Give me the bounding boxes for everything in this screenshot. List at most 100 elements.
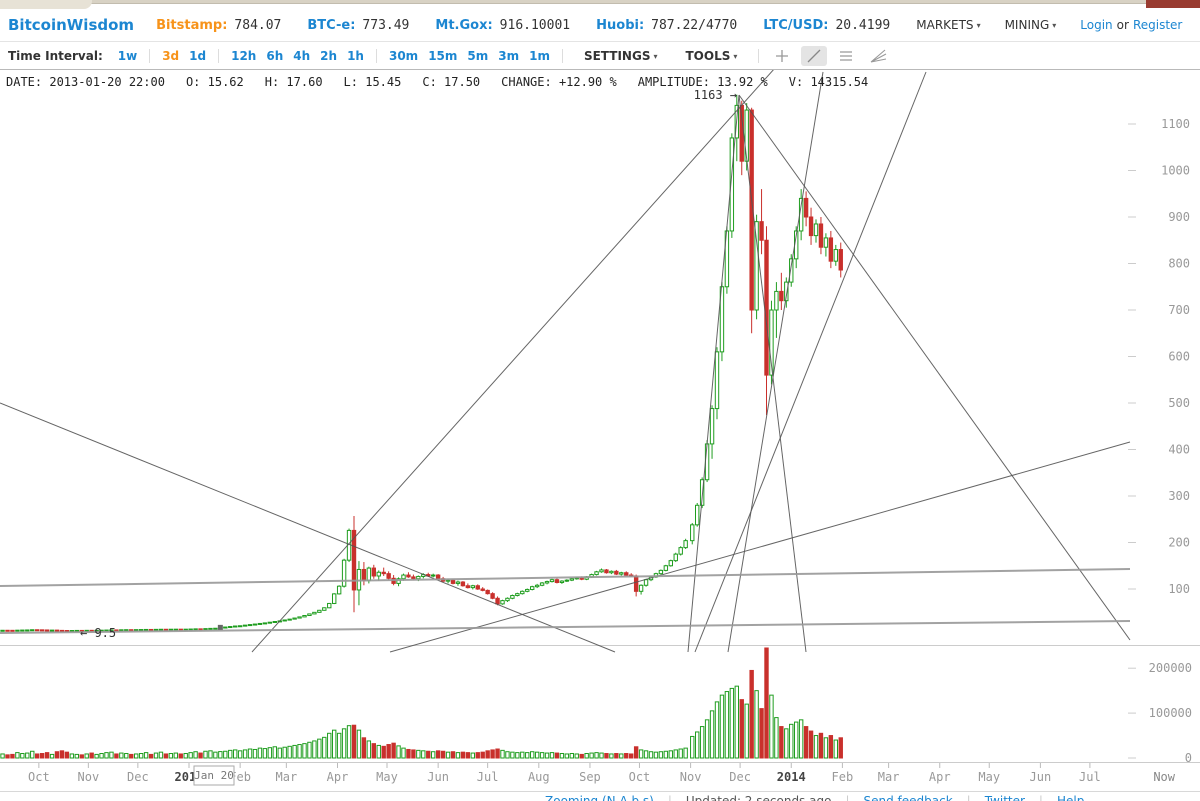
candle-body [213,627,218,630]
volume-bar [653,751,659,759]
volume-bar [704,719,710,759]
volume-bar [544,752,550,759]
browser-chrome-strip [0,0,1200,9]
trend-line[interactable] [727,71,824,653]
volume-bar [129,753,134,759]
volume-bar [500,749,505,759]
candle-body [470,585,476,589]
trend-line[interactable] [738,94,1131,641]
volume-bar [0,753,5,759]
toolbar-menus: SETTINGS ▾ TOOLS ▾ [570,49,751,63]
footer-link[interactable]: Twitter [984,794,1025,801]
volume-bar [257,747,263,759]
register-link[interactable]: Register [1132,18,1183,32]
ticker-mtgox: Mt.Gox: 916.10001 [435,18,570,33]
trend-line[interactable] [694,71,927,653]
interval-3m[interactable]: 3m [498,48,520,63]
volume-bar [183,753,188,759]
login-link[interactable]: Login [1080,18,1113,32]
chart-area[interactable]: DATE: 2013-01-20 22:00 O: 15.62 H: 17.60 L:… [0,70,1200,791]
menu-settings[interactable]: SETTINGS ▾ [583,48,658,63]
ohlc-info-item: DATE: 2013-01-20 22:00 [6,75,165,89]
interval-3d[interactable]: 3d [162,48,180,63]
candle-body [134,629,139,632]
volume-bar [203,750,208,759]
month-label: Feb [229,770,251,784]
interval-4h[interactable]: 4h [293,48,311,63]
price-tick-label: 400 [1168,443,1190,457]
interval-30m[interactable]: 30m [388,48,419,63]
candle-body [35,629,40,632]
interval-15m[interactable]: 15m [428,48,458,63]
menu-markets[interactable]: MARKETS ▾ [916,18,981,32]
footer-links: Zooming (N,A,b,s) | Updated: 2 seconds ago… [545,794,1084,801]
candle-body [371,567,377,577]
crosshair-icon[interactable] [769,46,795,66]
volume-bar [237,750,243,759]
fan-lines-icon[interactable] [865,46,891,66]
trend-line[interactable] [0,620,1131,634]
interval-5m[interactable]: 5m [467,48,489,63]
ticker-ltcusd: LTC/USD: 20.4199 [763,18,890,33]
month-label: Dec [127,770,149,784]
volume-bar [228,749,233,759]
menu-mining[interactable]: MINING ▾ [1004,18,1057,32]
footer-bar: Zooming (N,A,b,s) | Updated: 2 seconds ago… [0,791,1200,801]
header-menus: MARKETS ▾ MINING ▾ [916,18,1080,32]
volume-bar [559,753,565,759]
interval-1d[interactable]: 1d [189,48,207,63]
interval-2h[interactable]: 2h [320,48,338,63]
footer-link[interactable]: Help [1056,794,1085,801]
toolbar-divider [218,48,220,63]
brand-logo[interactable]: BitcoinWisdom [8,16,135,34]
interval-6h[interactable]: 6h [266,48,284,63]
price-axis: 100 200 300 400 500 600 700 800 900 1000 1100 0 1000… [1128,117,1192,765]
candle-body [54,629,60,632]
month-label: Apr [327,770,349,784]
candle-body [539,582,545,586]
menu-tools[interactable]: TOOLS ▾ [685,48,738,63]
trend-line[interactable] [251,70,775,653]
candle-body [475,585,480,590]
interval-12h[interactable]: 12h [231,48,257,63]
ticker-label: Bitstamp: [156,17,228,33]
candle-body [208,627,213,630]
footer-divider: | [667,794,672,801]
volume-bar [287,745,292,759]
volume-bar [599,752,604,759]
month-label: May [376,770,398,784]
candle-body [744,109,749,162]
volume-bar [272,746,278,759]
trend-line[interactable] [0,402,616,653]
volume-bar [455,752,461,759]
volume-bar [520,751,525,759]
footer-link[interactable]: Zooming (N,A,b,s) [545,794,654,801]
trendline-icon[interactable] [801,45,828,66]
volume-bar [173,752,179,759]
candlestick-chart[interactable]: 100 200 300 400 500 600 700 800 900 1000 1100 0 1000… [0,70,1200,791]
interval-1h[interactable]: 1h [347,48,364,63]
volume-bar [277,747,282,759]
trend-line[interactable] [738,94,807,653]
horizontal-lines-icon[interactable] [833,46,859,66]
chart-toolbar: Time Interval: 1w 3d 1d 12h 6h 4h 2h 1h 30m 15m 5m… [0,42,1200,70]
trend-lines-layer[interactable] [0,70,1131,653]
interval-1w[interactable]: 1w [117,48,138,63]
trend-line[interactable] [687,94,740,653]
candle-body [431,574,436,577]
candle-body [599,569,604,573]
month-label: Aug [528,770,550,784]
time-interval-label: Time Interval: [8,48,103,63]
volume-bar [794,721,799,759]
candle-body [178,628,183,631]
candle-body [282,619,287,622]
interval-1m[interactable]: 1m [529,48,550,63]
toolbar-divider [149,48,151,63]
footer-link[interactable]: Send feedback [863,794,953,801]
candle-body [247,624,253,627]
volume-bar [714,701,720,759]
candle-body [237,625,243,628]
low-price-annotation: ← 9.5 [80,626,116,640]
trend-line[interactable] [0,568,1131,587]
trend-line[interactable] [389,441,1131,653]
